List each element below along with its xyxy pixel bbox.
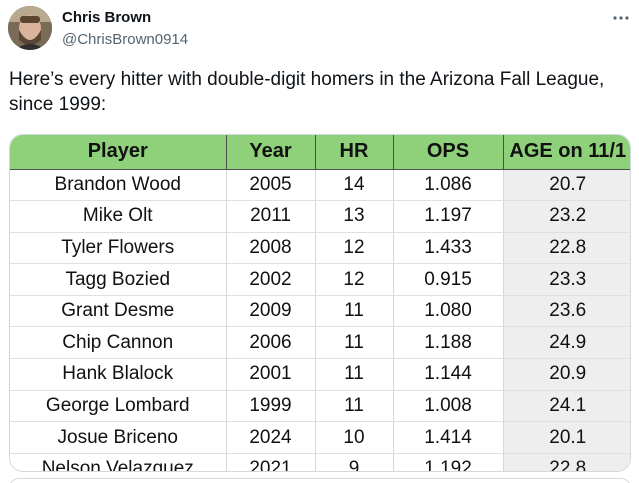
- table-row: Chip Cannon 2006 11 1.188 24.9: [10, 326, 630, 360]
- table-row: Grant Desme 2009 11 1.080 23.6: [10, 295, 630, 328]
- cell-age: 24.9: [503, 326, 630, 360]
- column-header-year: Year: [226, 135, 316, 170]
- cell-age: 22.8: [503, 453, 630, 471]
- author-name[interactable]: Chris Brown: [62, 9, 152, 26]
- avatar-photo-icon: [8, 6, 52, 50]
- tweet-text: Here’s every hitter with double-digit ho…: [9, 69, 605, 115]
- tweet-media-image[interactable]: Player Year HR OPS AGE on 11/1 Brandon W…: [9, 134, 631, 472]
- cell-age: 20.1: [503, 421, 630, 454]
- table-header-row: Player Year HR OPS AGE on 11/1: [10, 135, 630, 170]
- cell-hr: 9: [315, 453, 394, 471]
- column-header-age: AGE on 11/1: [503, 135, 630, 170]
- cell-hr: 11: [315, 326, 394, 360]
- cell-year: 2009: [226, 295, 316, 328]
- cell-year: 2002: [226, 263, 316, 296]
- table-row: Tyler Flowers 2008 12 1.433 22.8: [10, 232, 630, 265]
- cell-hr: 11: [315, 390, 394, 423]
- cell-hr: 11: [315, 358, 394, 391]
- table-row: Brandon Wood 2005 14 1.086 20.7: [10, 169, 630, 202]
- cell-player: Grant Desme: [10, 295, 227, 328]
- cell-ops: 1.144: [393, 358, 504, 391]
- cell-player: Chip Cannon: [10, 326, 227, 360]
- stats-table: Player Year HR OPS AGE on 11/1 Brandon W…: [10, 135, 630, 471]
- cell-player: Nelson Velazquez: [10, 453, 227, 471]
- cell-age: 20.7: [503, 169, 630, 202]
- cell-player: George Lombard: [10, 390, 227, 423]
- table-row: Mike Olt 2011 13 1.197 23.2: [10, 200, 630, 233]
- cell-hr: 12: [315, 263, 394, 296]
- cell-year: 2001: [226, 358, 316, 391]
- table-row: Josue Briceno 2024 10 1.414 20.1: [10, 421, 630, 454]
- cell-year: 2021: [226, 453, 316, 471]
- cell-age: 23.2: [503, 200, 630, 233]
- cell-year: 2006: [226, 326, 316, 360]
- table-row: Nelson Velazquez 2021 9 1.192 22.8: [10, 453, 630, 471]
- cell-ops: 1.414: [393, 421, 504, 454]
- cell-hr: 14: [315, 169, 394, 202]
- avatar[interactable]: [8, 6, 52, 50]
- cell-player: Mike Olt: [10, 200, 227, 233]
- cell-year: 2005: [226, 169, 316, 202]
- cell-player: Brandon Wood: [10, 169, 227, 202]
- tweet-header: Chris Brown @ChrisBrown0914: [8, 4, 631, 54]
- more-options-icon[interactable]: [613, 8, 629, 22]
- cell-year: 1999: [226, 390, 316, 423]
- cell-player: Tagg Bozied: [10, 263, 227, 296]
- cell-ops: 1.008: [393, 390, 504, 423]
- cell-age: 23.6: [503, 295, 630, 328]
- column-header-player: Player: [10, 135, 227, 170]
- next-tweet-card-edge: [9, 478, 631, 483]
- cell-ops: 1.188: [393, 326, 504, 360]
- cell-year: 2024: [226, 421, 316, 454]
- column-header-ops: OPS: [393, 135, 504, 170]
- cell-hr: 12: [315, 232, 394, 265]
- table-row: George Lombard 1999 11 1.008 24.1: [10, 390, 630, 423]
- author-handle[interactable]: @ChrisBrown0914: [62, 31, 189, 48]
- cell-year: 2008: [226, 232, 316, 265]
- cell-year: 2011: [226, 200, 316, 233]
- cell-player: Josue Briceno: [10, 421, 227, 454]
- cell-ops: 1.192: [393, 453, 504, 471]
- cell-age: 20.9: [503, 358, 630, 391]
- cell-hr: 10: [315, 421, 394, 454]
- ellipsis-icon: [613, 16, 629, 20]
- cell-age: 24.1: [503, 390, 630, 423]
- cell-ops: 1.433: [393, 232, 504, 265]
- cell-age: 23.3: [503, 263, 630, 296]
- cell-hr: 11: [315, 295, 394, 328]
- cell-hr: 13: [315, 200, 394, 233]
- table-row: Tagg Bozied 2002 12 0.915 23.3: [10, 263, 630, 296]
- cell-player: Hank Blalock: [10, 358, 227, 391]
- cell-ops: 1.197: [393, 200, 504, 233]
- cell-ops: 1.086: [393, 169, 504, 202]
- cell-ops: 0.915: [393, 263, 504, 296]
- column-header-hr: HR: [315, 135, 394, 170]
- cell-player: Tyler Flowers: [10, 232, 227, 265]
- cell-age: 22.8: [503, 232, 630, 265]
- cell-ops: 1.080: [393, 295, 504, 328]
- table-row: Hank Blalock 2001 11 1.144 20.9: [10, 358, 630, 391]
